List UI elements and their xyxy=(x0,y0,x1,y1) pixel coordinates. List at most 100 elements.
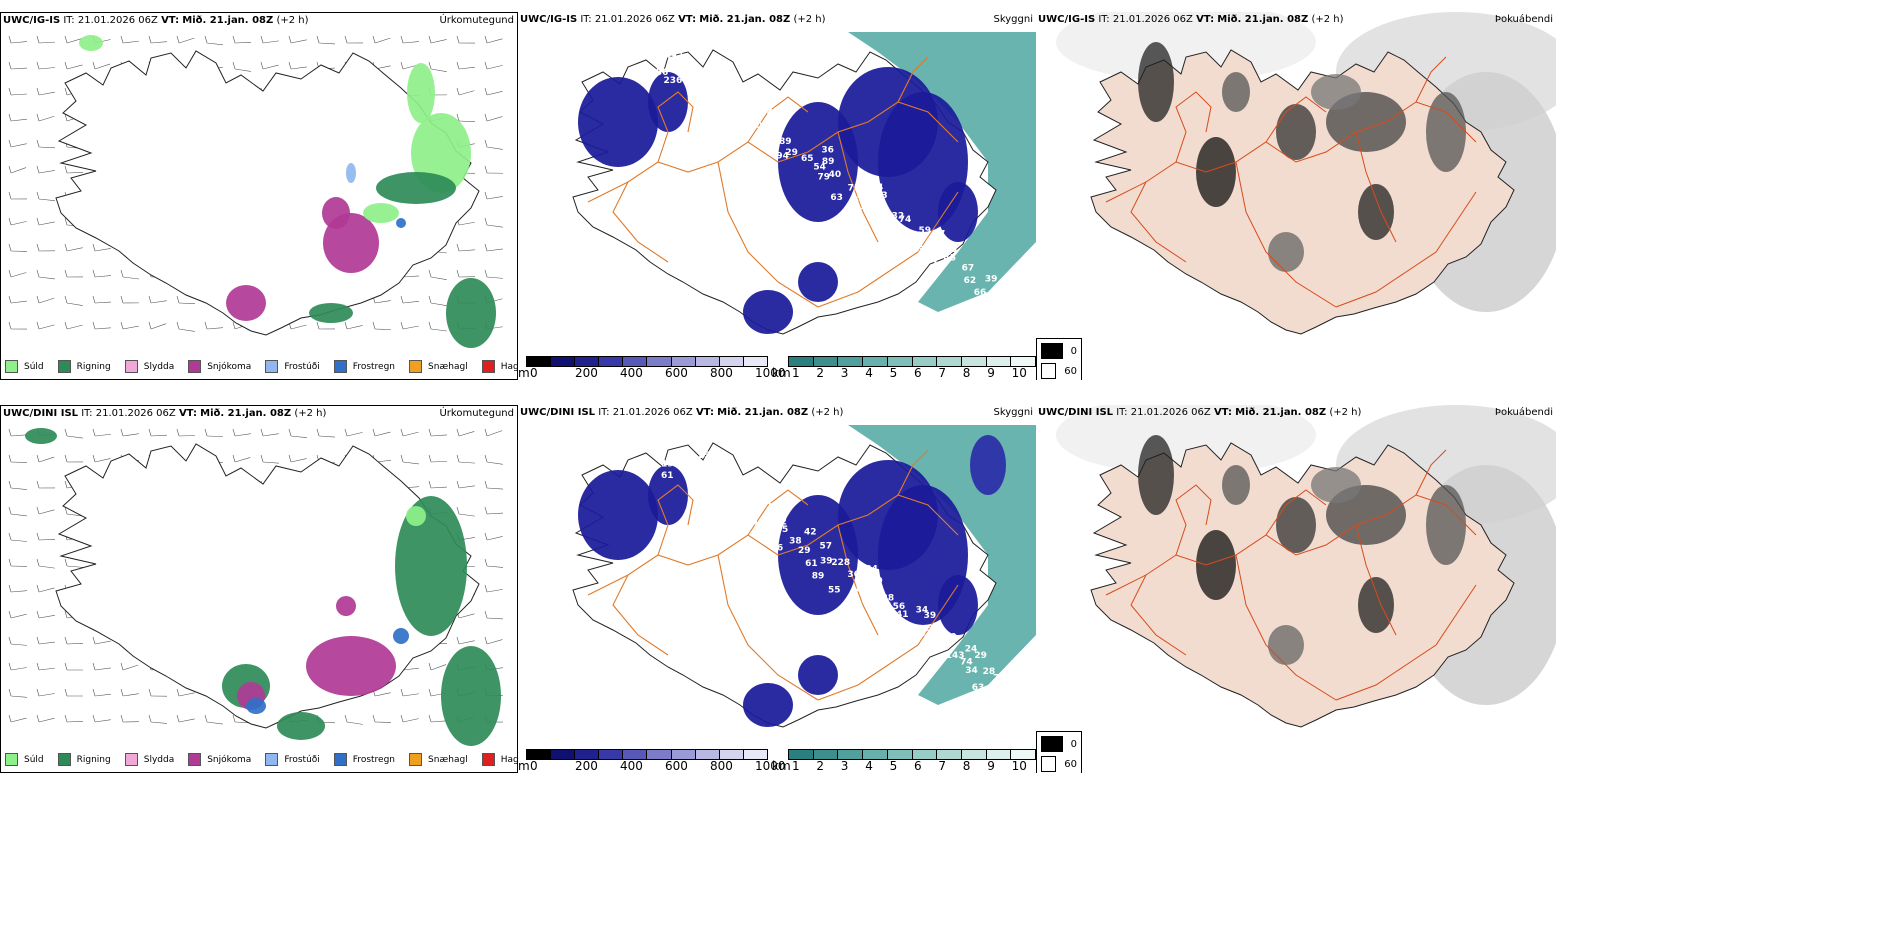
valid-label: VT: xyxy=(178,408,197,419)
ceiling-value-label: 29 xyxy=(798,546,811,556)
visibility-unit: km xyxy=(772,759,791,773)
ceiling-value-label: 49 xyxy=(711,75,724,85)
ceiling-value-label: 30 xyxy=(928,624,941,634)
fog-key-label: 60 xyxy=(1064,365,1077,377)
ceiling-value-label: 25 xyxy=(698,451,711,461)
ceiling-value-label: 41 xyxy=(991,695,1004,705)
visibility-tick: 4 xyxy=(865,759,873,773)
ceiling-value-label: 44 xyxy=(876,222,889,232)
cloud-ceiling-areas xyxy=(578,67,978,334)
ceiling-value-label: 39 xyxy=(924,611,937,621)
lead-time: (+2 h) xyxy=(793,14,826,25)
ceiling-value-label: 58 xyxy=(642,48,655,58)
ceiling-value-label: 63 xyxy=(972,683,985,693)
legend-item: Snæhagl xyxy=(409,360,468,373)
fog-map xyxy=(1036,405,1556,755)
legend-item: Haglél xyxy=(481,753,517,766)
valid-time: Mið. 21.jan. 08Z xyxy=(1235,407,1327,418)
ceiling-value-label: 30 xyxy=(870,576,883,586)
ceiling-value-label: 48 xyxy=(681,466,694,476)
model-name: UWC/IG-IS xyxy=(3,15,61,26)
ceiling-value-label: 64 xyxy=(931,264,944,274)
fog-panel-top: UWC/IG-IS IT: 21.01.2026 06Z VT: Mið. 21… xyxy=(1036,12,1556,380)
ceiling-value-label: 65 xyxy=(714,102,727,112)
init-time: IT: 21.01.2026 06Z xyxy=(63,15,158,26)
valid-time: Mið. 21.jan. 08Z xyxy=(699,14,791,25)
height-tick: 200 xyxy=(575,759,598,773)
ceiling-value-label: 36 xyxy=(847,570,860,580)
ceiling-value-label: 41 xyxy=(896,610,909,620)
valid-time: Mið. 21.jan. 08Z xyxy=(717,407,809,418)
ceiling-value-label: 45 xyxy=(944,254,957,264)
legend-swatch xyxy=(124,360,138,373)
legend-swatch xyxy=(57,360,71,373)
ceiling-value-label: 24 xyxy=(871,183,884,193)
legend-label: Snæhagl xyxy=(428,754,468,765)
ceiling-value-label: 89 xyxy=(709,466,722,476)
lead-time: (+2 h) xyxy=(1329,407,1362,418)
model-name: UWC/DINI ISL xyxy=(1038,407,1114,418)
ceiling-value-label: 53 xyxy=(875,191,888,201)
height-tick: 1000 xyxy=(755,366,786,380)
height-tick: 400 xyxy=(620,366,643,380)
legend-swatch xyxy=(409,360,423,373)
panel-title: UWC/DINI ISL IT: 21.01.2026 06Z VT: Mið.… xyxy=(3,408,326,419)
ceiling-value-label: 29 xyxy=(761,127,774,137)
ceiling-value-label: 34 xyxy=(865,564,878,574)
panel-right-title: Skyggni xyxy=(993,407,1033,418)
ceiling-value-label: 30 xyxy=(750,121,763,131)
ceiling-value-label: 56 xyxy=(656,68,669,78)
model-name: UWC/DINI ISL xyxy=(520,407,596,418)
height-colorbar-swatches xyxy=(526,749,768,760)
fog-key-swatch xyxy=(1041,343,1063,359)
ceiling-value-label: 65 xyxy=(801,154,814,164)
panel-title: UWC/IG-IS IT: 21.01.2026 06Z VT: Mið. 21… xyxy=(520,14,826,25)
visibility-tick: 8 xyxy=(962,759,971,773)
visibility-tick: 3 xyxy=(840,759,849,773)
visibility-colorbar-swatches xyxy=(788,356,1036,367)
fog-key-label: 0 xyxy=(1070,738,1077,750)
visibility-tick: 10 xyxy=(1011,366,1027,380)
ceiling-panel-bottom: UWC/DINI ISL IT: 21.01.2026 06Z VT: Mið.… xyxy=(518,405,1036,773)
ceiling-value-label: 34 xyxy=(918,245,931,255)
fog-key-row: 0 xyxy=(1041,736,1077,752)
legend-label: Frostúði xyxy=(284,754,320,765)
height-tick: 1000 xyxy=(755,759,786,773)
legend-item: Snæhagl xyxy=(409,753,468,766)
legend-item: Rigning xyxy=(57,360,111,373)
legend-item: Snjókoma xyxy=(188,360,251,373)
height-tick: 600 xyxy=(665,759,688,773)
ceiling-value-label: 60 xyxy=(624,682,637,692)
precip-areas xyxy=(79,35,496,348)
visibility-tick: 1 xyxy=(792,366,800,380)
legend-item: Súld xyxy=(5,360,44,373)
ceiling-value-label: 42 xyxy=(804,527,817,537)
legend-label: Frostúði xyxy=(284,361,320,372)
ceiling-value-label: 52 xyxy=(682,72,695,82)
ceiling-value-label: 89 xyxy=(779,137,792,147)
ceiling-value-label: 51 xyxy=(667,436,680,446)
visibility-tick: 2 xyxy=(816,366,825,380)
legend-label: Snjókoma xyxy=(207,361,252,372)
ceiling-value-label: 35 xyxy=(776,525,789,535)
road-network xyxy=(587,449,959,701)
iceland-outline xyxy=(1090,442,1515,728)
ceiling-value-label: 100 xyxy=(938,632,957,642)
visibility-tick: 6 xyxy=(914,366,922,380)
ceiling-value-label: 63 xyxy=(651,58,664,68)
road-network xyxy=(1105,449,1477,701)
panel-right-title: Úrkomutegund xyxy=(439,408,514,419)
ceiling-value-label: 29 xyxy=(785,148,798,158)
model-name: UWC/DINI ISL xyxy=(3,408,79,419)
legend-label: Slydda xyxy=(143,361,175,372)
ceiling-value-label: 152 xyxy=(714,89,733,99)
visibility-tick: 1 xyxy=(792,759,800,773)
ceiling-value-label: 78 xyxy=(993,673,1006,683)
precip-legend: Súld Rigning Slydda Snjókoma Frostúði Frostre… xyxy=(5,360,517,373)
legend-label: Snjókoma xyxy=(207,754,252,765)
height-colorbar: m 0 200 400 600 800 1000 xyxy=(518,749,786,773)
legend-item: Snjókoma xyxy=(188,753,251,766)
height-tick: 800 xyxy=(710,759,733,773)
ceiling-labels: 1322361149463446445566582797357666331295… xyxy=(613,41,1008,316)
ceiling-value-label: 95 xyxy=(634,696,647,706)
